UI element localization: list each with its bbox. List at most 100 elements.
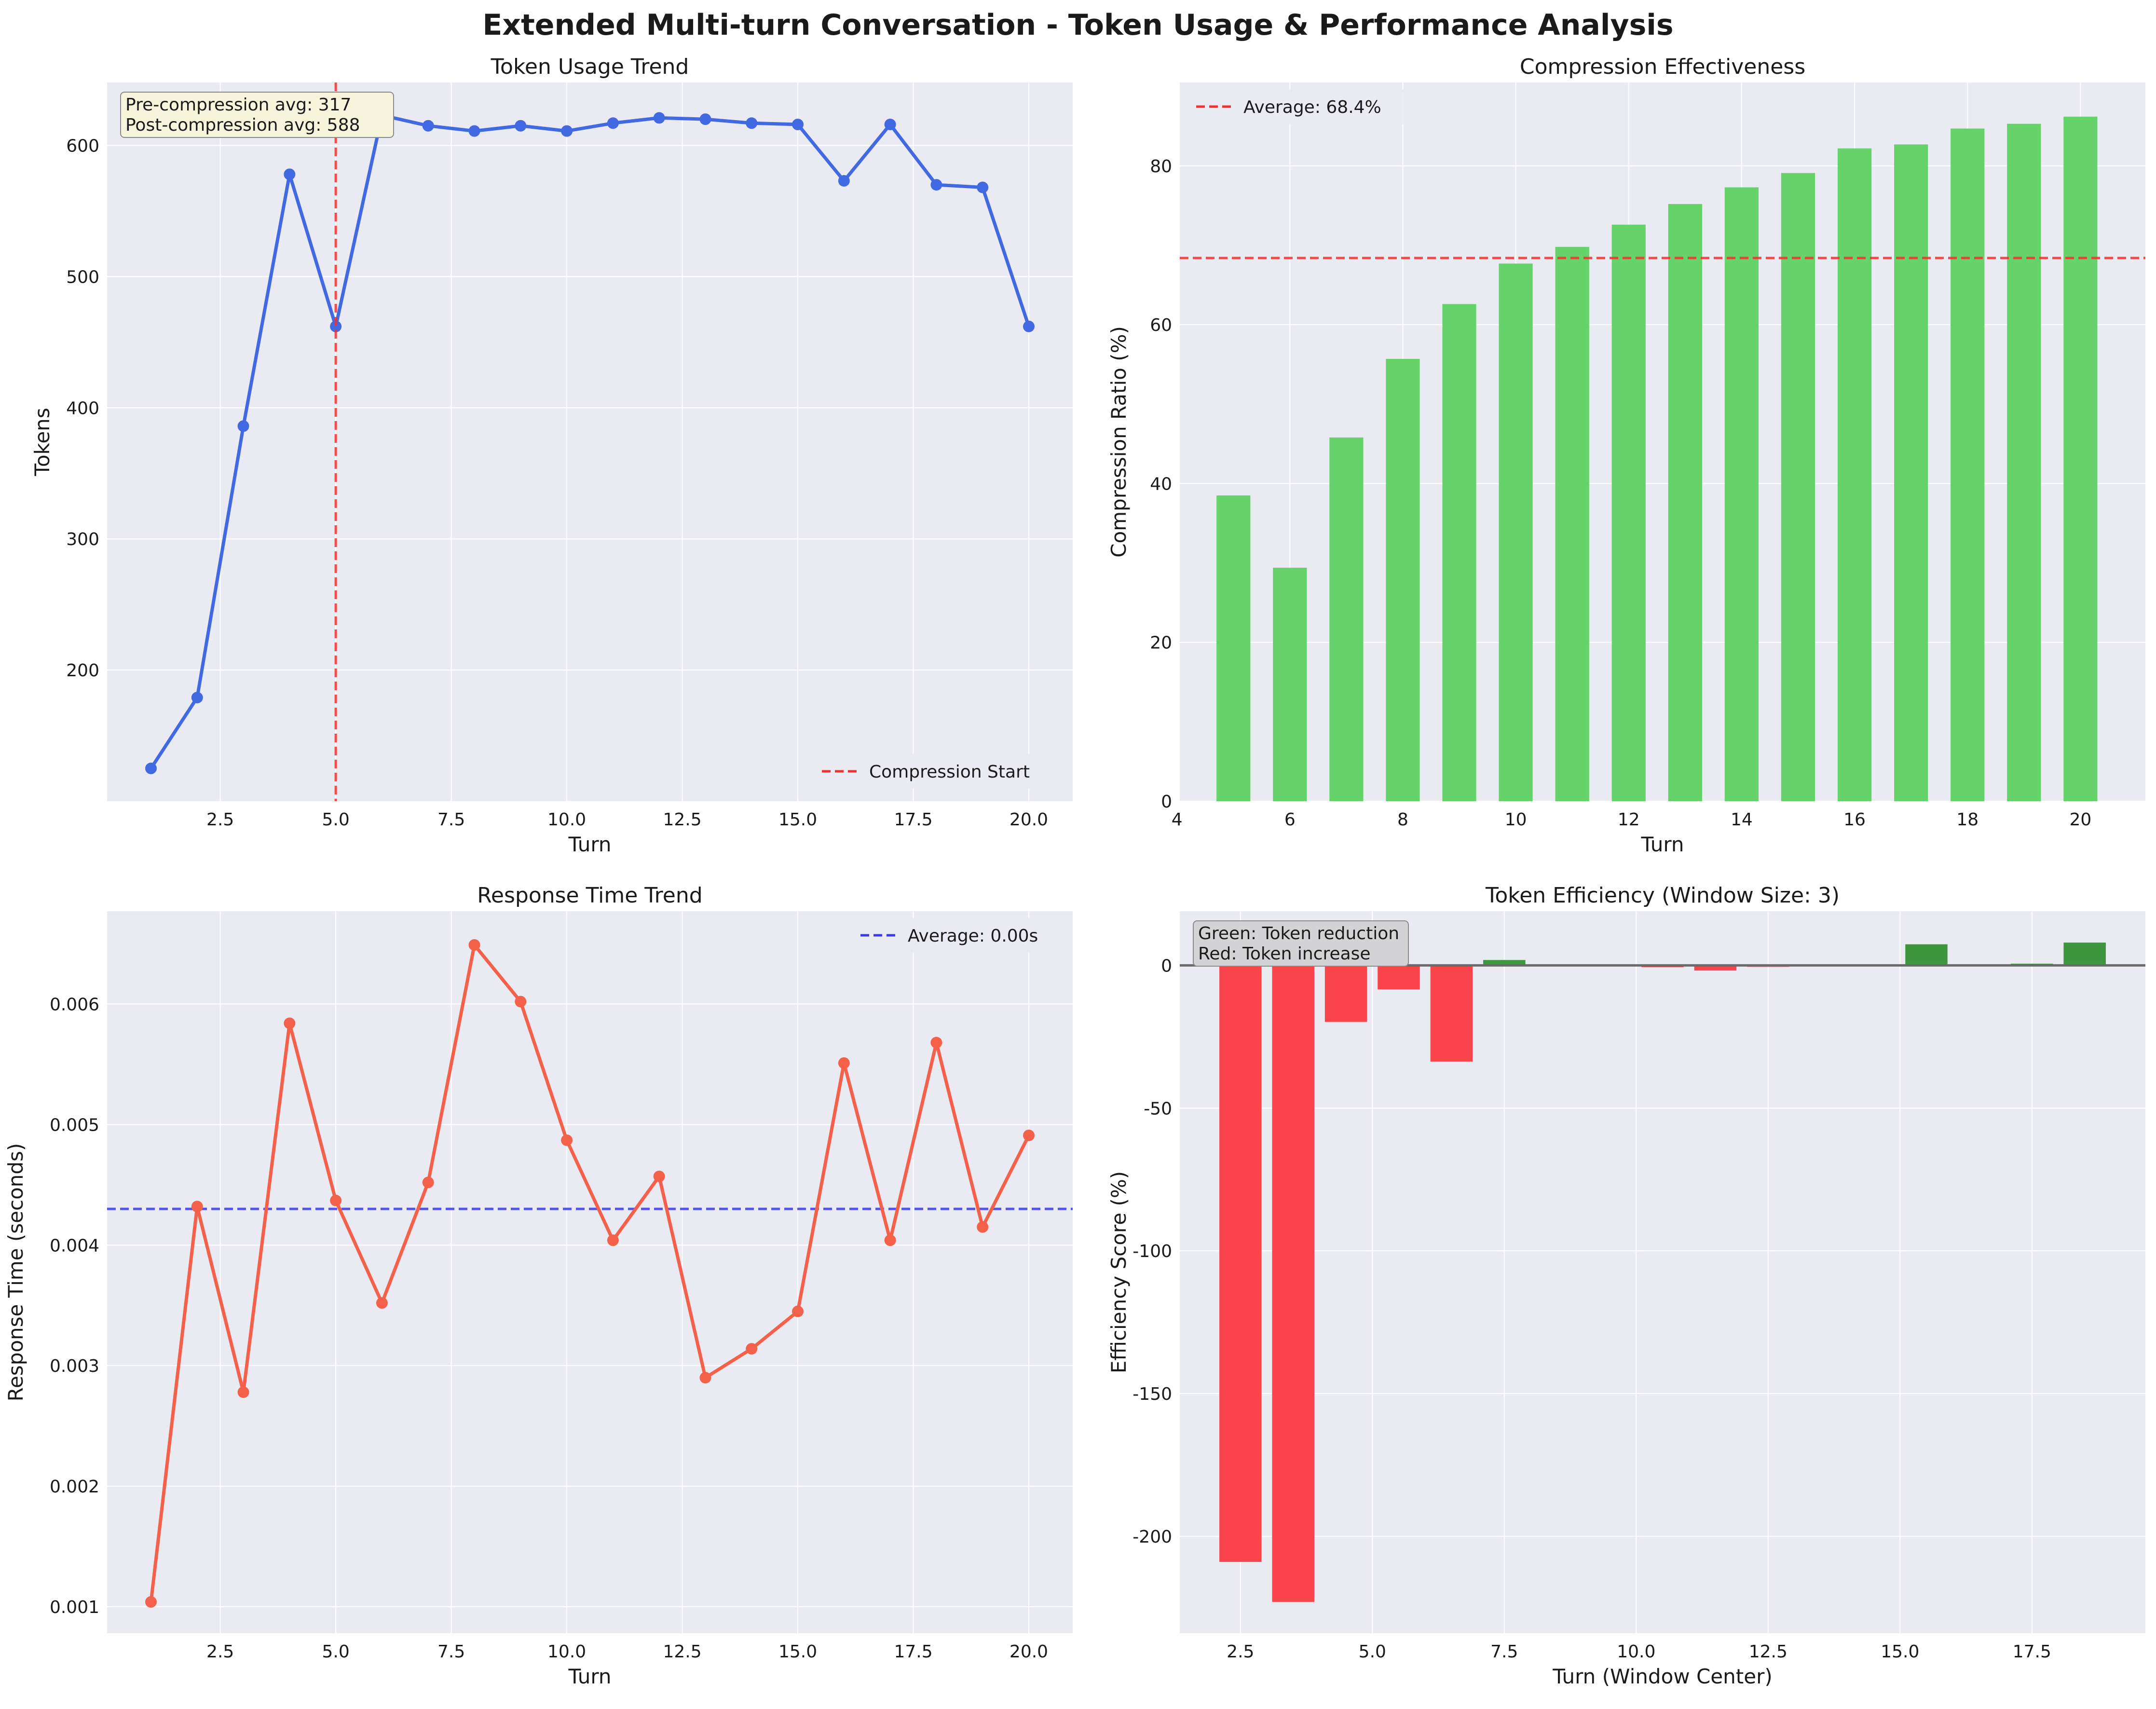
response-time-point — [561, 1134, 573, 1146]
plot-background — [1180, 82, 2145, 801]
gridlines — [107, 911, 1073, 1633]
response-time-point — [145, 1596, 157, 1608]
plot-background — [107, 911, 1073, 1633]
x-tick-label: 4 — [1172, 810, 1183, 830]
tokens-point — [191, 692, 203, 704]
y-axis-label: Efficiency Score (%) — [1107, 1171, 1131, 1373]
x-axis-label: Turn — [568, 833, 611, 856]
tokens-point — [699, 113, 711, 125]
y-tick-label: 500 — [66, 267, 99, 287]
legend-label: Average: 0.00s — [908, 926, 1038, 946]
x-tick-label: 17.5 — [2013, 1642, 2051, 1662]
efficiency-bar — [1324, 965, 1367, 1022]
y-tick-label: 40 — [1150, 474, 1172, 494]
tokens-point — [237, 420, 249, 432]
x-axis-label: Turn — [568, 1665, 611, 1688]
tokens-point — [792, 119, 804, 131]
x-tick-label: 2.5 — [1227, 1642, 1254, 1662]
compression-bar — [1386, 358, 1420, 801]
tokens-point — [561, 125, 573, 137]
response-time-point — [699, 1372, 711, 1384]
response-time-point — [191, 1201, 203, 1213]
tokens-point — [884, 119, 896, 131]
x-tick-label: 6 — [1284, 810, 1296, 830]
x-tick-label: 5.0 — [322, 810, 350, 830]
tokens-point — [930, 179, 942, 191]
response-time-point — [607, 1234, 619, 1246]
tokens-point — [468, 125, 480, 137]
y-tick-label: -100 — [1133, 1242, 1172, 1261]
response-time-point — [930, 1037, 942, 1049]
figure-title: Extended Multi-turn Conversation - Token… — [482, 8, 1673, 42]
response-time-point — [284, 1017, 296, 1029]
x-tick-label: 17.5 — [894, 810, 932, 830]
x-tick-label: 17.5 — [894, 1642, 932, 1662]
y-tick-label: 20 — [1150, 633, 1172, 653]
compression-bar — [1781, 173, 1815, 801]
x-tick-label: 7.5 — [437, 810, 465, 830]
y-tick-label: -150 — [1133, 1384, 1172, 1404]
x-tick-label: 20 — [2069, 810, 2091, 830]
compression-bar — [1273, 567, 1307, 801]
legend-label: Compression Start — [869, 762, 1030, 782]
tokens-point — [284, 168, 296, 180]
panel-title: Token Usage Trend — [491, 55, 689, 79]
x-tick-label: 2.5 — [206, 810, 234, 830]
x-axis-label: Turn — [1640, 833, 1684, 856]
response-time-series-line — [149, 943, 1031, 1602]
compression-effectiveness-panel: 4 6 8 10 12 14 16 18 20 0 20 40 60 80 Compression Effe… — [1107, 55, 2145, 856]
y-axis-label: Compression Ratio (%) — [1107, 326, 1131, 558]
y-tick-label: -200 — [1133, 1527, 1172, 1547]
response-time-point — [884, 1234, 896, 1246]
legend-label: Average: 68.4% — [1243, 97, 1381, 117]
compression-bar — [1329, 437, 1364, 801]
efficiency-bar — [1272, 965, 1314, 1602]
efficiency-bar — [1430, 965, 1473, 1062]
efficiency-bar — [1694, 965, 1737, 971]
x-tick-label: 12.5 — [1749, 1642, 1788, 1662]
annotation-line: Pre-compression avg: 317 — [125, 95, 351, 115]
y-tick-label: 80 — [1150, 157, 1172, 177]
compression-bar — [2007, 123, 2041, 801]
compression-bar — [1951, 128, 1985, 801]
x-tick-label: 10 — [1505, 810, 1527, 830]
efficiency-bar — [1483, 960, 1526, 966]
x-tick-label: 15.0 — [778, 810, 817, 830]
tokens-series-line — [150, 113, 1031, 769]
x-tick-label: 20.0 — [1010, 810, 1048, 830]
panel-title: Compression Effectiveness — [1520, 55, 1805, 79]
x-tick-label: 12.5 — [663, 1642, 702, 1662]
tokens-point — [1023, 320, 1035, 332]
x-tick-label: 12.5 — [663, 810, 702, 830]
compression-bar — [1837, 148, 1872, 801]
tokens-point — [653, 112, 665, 124]
compression-bar — [1442, 304, 1476, 801]
annotation-box — [1193, 920, 1409, 967]
panel-title: Token Efficiency (Window Size: 3) — [1485, 883, 1840, 908]
x-tick-label: 10.0 — [547, 1642, 586, 1662]
compression-bar — [1555, 246, 1589, 801]
compression-bar — [1499, 263, 1533, 801]
response-time-point — [746, 1343, 758, 1355]
y-tick-label: 300 — [66, 530, 99, 549]
legend-box — [1187, 89, 1413, 124]
x-tick-label: 5.0 — [322, 1642, 350, 1662]
response-time-panel: 2.5 5.0 7.5 10.0 12.5 15.0 17.5 20.0 0.001 0.002 0… — [4, 883, 1073, 1688]
tokens-point — [746, 117, 758, 129]
response-time-point — [330, 1194, 342, 1206]
y-tick-label: 0.003 — [50, 1356, 99, 1376]
x-tick-label: 16 — [1843, 810, 1866, 830]
plot-background — [1180, 911, 2145, 1633]
x-tick-label: 7.5 — [1490, 1642, 1518, 1662]
y-tick-label: 0.002 — [50, 1477, 99, 1497]
x-tick-label: 12 — [1618, 810, 1640, 830]
annotation-line: Post-compression avg: 588 — [125, 115, 360, 135]
efficiency-bar — [1219, 965, 1262, 1562]
y-axis-label: Tokens — [30, 408, 54, 476]
x-tick-label: 7.5 — [437, 1642, 465, 1662]
x-tick-label: 2.5 — [206, 1642, 234, 1662]
y-tick-label: 0.004 — [50, 1236, 99, 1256]
response-time-point — [653, 1170, 665, 1182]
tokens-point — [607, 117, 619, 129]
